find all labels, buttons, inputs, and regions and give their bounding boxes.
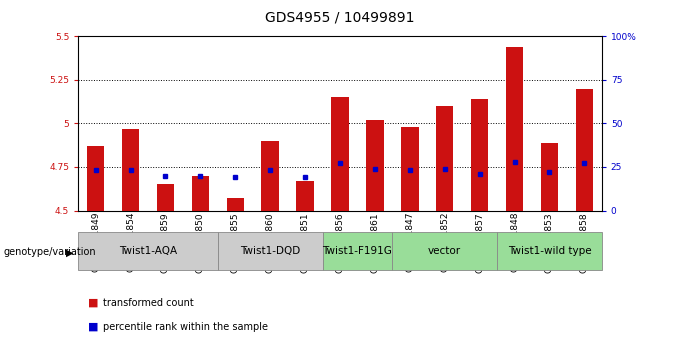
Bar [322, 232, 392, 270]
Bar [401, 127, 418, 211]
Text: genotype/variation: genotype/variation [3, 247, 96, 257]
Bar [497, 232, 602, 270]
Text: percentile rank within the sample: percentile rank within the sample [103, 322, 269, 332]
Bar [541, 143, 558, 211]
Bar [122, 129, 139, 211]
Text: Twist1-wild type: Twist1-wild type [508, 246, 591, 256]
Bar [575, 89, 593, 211]
Text: ■: ■ [88, 298, 99, 308]
Bar [506, 47, 524, 211]
Text: ■: ■ [88, 322, 99, 332]
Bar [87, 146, 105, 211]
Bar [296, 181, 313, 211]
Text: ▶: ▶ [66, 247, 74, 257]
Text: transformed count: transformed count [103, 298, 194, 308]
Bar [436, 106, 454, 211]
Bar [261, 141, 279, 211]
Text: Twist1-DQD: Twist1-DQD [240, 246, 301, 256]
Text: GDS4955 / 10499891: GDS4955 / 10499891 [265, 11, 415, 25]
Bar [471, 99, 488, 211]
Text: Twist1-AQA: Twist1-AQA [119, 246, 177, 256]
Bar [331, 97, 349, 211]
Bar [392, 232, 497, 270]
Bar [366, 120, 384, 211]
Text: vector: vector [428, 246, 461, 256]
Bar [226, 198, 244, 211]
Bar [156, 184, 174, 211]
Text: Twist1-F191G: Twist1-F191G [322, 246, 392, 256]
Bar [192, 176, 209, 211]
Bar [218, 232, 322, 270]
Bar [78, 232, 218, 270]
